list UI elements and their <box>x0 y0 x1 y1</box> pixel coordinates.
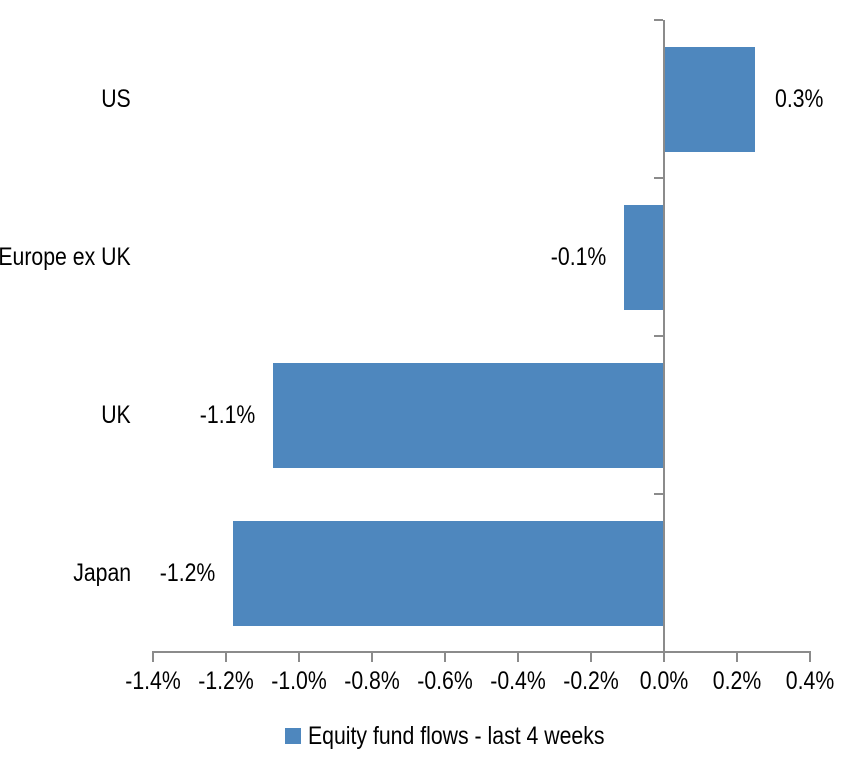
zero-axis-line <box>663 20 665 661</box>
x-axis-tick <box>736 653 738 662</box>
x-axis-tick <box>517 653 519 662</box>
category-label-japan: Japan <box>73 559 131 587</box>
legend-label: Equity fund flows - last 4 weeks <box>308 722 605 750</box>
x-axis-tick <box>371 653 373 662</box>
x-axis-tick-label: 0.4% <box>785 667 835 695</box>
x-axis-tick-label: -0.8% <box>344 667 400 695</box>
x-axis-tick <box>225 653 227 662</box>
x-axis-tick <box>590 653 592 662</box>
bar-uk <box>273 362 664 468</box>
x-axis-tick-label: -1.4% <box>125 667 181 695</box>
x-axis-tick <box>809 653 811 662</box>
category-axis-tick <box>654 651 663 653</box>
bar-japan <box>233 520 664 626</box>
bar-us <box>664 46 756 152</box>
category-label-europe-ex-uk: Europe ex UK <box>0 243 131 271</box>
x-axis-tick-label: -1.0% <box>271 667 327 695</box>
x-axis-tick <box>298 653 300 662</box>
x-axis-tick-label: 0.2% <box>712 667 762 695</box>
data-label-uk: -1.1% <box>199 401 256 429</box>
category-label-uk: UK <box>101 401 131 429</box>
category-axis-tick <box>654 335 663 337</box>
x-axis-tick-label: -0.4% <box>490 667 546 695</box>
data-label-japan: -1.2% <box>159 559 216 587</box>
x-axis-tick-label: -1.2% <box>198 667 254 695</box>
x-axis-tick <box>152 653 154 662</box>
x-axis-line <box>152 651 811 653</box>
legend: Equity fund flows - last 4 weeks <box>285 721 657 751</box>
category-axis-tick <box>654 493 663 495</box>
data-label-us: 0.3% <box>775 85 824 113</box>
legend-swatch-icon <box>285 728 301 744</box>
x-axis-tick-label: -0.6% <box>417 667 473 695</box>
x-axis-tick <box>444 653 446 662</box>
bar-europe-ex-uk <box>623 204 664 310</box>
x-axis-tick-label: 0.0% <box>639 667 689 695</box>
x-axis-tick <box>663 653 665 662</box>
category-axis-tick <box>654 19 663 21</box>
data-label-europe-ex-uk: -0.1% <box>550 243 606 271</box>
x-axis-tick-label: -0.2% <box>563 667 619 695</box>
category-axis-tick <box>654 177 663 179</box>
category-label-us: US <box>101 85 131 113</box>
